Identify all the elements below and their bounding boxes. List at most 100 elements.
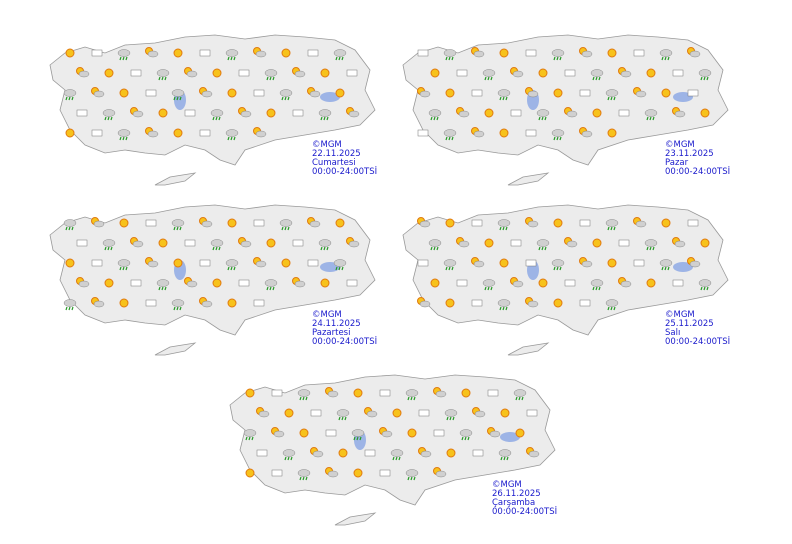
rain-icon [173,96,182,101]
cloud-icon [273,430,285,438]
cloud-icon [590,69,604,77]
cloud-icon [309,90,321,98]
fog-icon [145,219,157,227]
rain-icon [353,436,362,441]
sun-icon [245,388,255,398]
fog-icon [687,89,699,97]
cyprus [154,342,197,356]
fog-icon [76,109,88,117]
cloud-icon [689,50,701,58]
cloud-icon [201,300,213,308]
map-period: 00:00-24:00TSİ [665,336,730,347]
map-date: 23.11.2025 [665,149,714,159]
fog-icon [292,109,304,117]
cloud-icon [473,130,485,138]
fog-icon [417,129,429,137]
fog-icon [379,389,391,397]
fog-icon [687,219,699,227]
fog-icon [184,239,196,247]
cloud-icon [419,300,431,308]
cloud-icon [171,89,185,97]
fog-icon [525,49,537,57]
cloud-icon [210,239,224,247]
sun-icon [446,448,456,458]
fog-icon [456,279,468,287]
rain-icon [646,246,655,251]
cloud-icon [201,90,213,98]
rain-icon [65,306,74,311]
cyprus [507,342,550,356]
cloud-icon [390,449,404,457]
cloud-icon [93,90,105,98]
fog-icon [184,109,196,117]
cloud-icon [443,259,457,267]
map-date: 22.11.2025 [312,149,361,159]
cloud-icon [497,219,511,227]
sun-icon [538,68,548,78]
map-day: Pazartesi [312,328,350,338]
cloud-icon [527,300,539,308]
cloud-icon [240,240,252,248]
rain-icon [104,116,113,121]
rain-icon [607,306,616,311]
sun-icon [484,238,494,248]
rain-icon [65,226,74,231]
sun-icon [320,68,330,78]
fog-icon [510,239,522,247]
rain-icon [553,136,562,141]
map-credit: ©MGM [492,480,522,490]
cloud-icon [63,89,77,97]
fog-icon [618,239,630,247]
sun-icon [553,298,563,308]
rain-icon [646,116,655,121]
rain-icon [461,436,470,441]
cloud-icon [255,130,267,138]
fog-icon [199,129,211,137]
fog-icon [471,219,483,227]
fog-icon [433,429,445,437]
cloud-icon [297,389,311,397]
rain-icon [445,56,454,61]
cloud-icon [474,410,486,418]
rain-icon [445,266,454,271]
map-period: 00:00-24:00TSİ [665,166,730,177]
sun-icon [353,468,363,478]
cloud-icon [659,259,673,267]
fog-icon [91,259,103,267]
cloud-icon [309,220,321,228]
fog-icon [130,279,142,287]
cloud-icon [255,50,267,58]
country-outline [49,204,376,336]
sun-icon [445,218,455,228]
country-outline [402,34,729,166]
map-credit: ©MGM [665,310,695,320]
fog-icon [238,69,250,77]
fog-icon [633,259,645,267]
cloud-icon [381,430,393,438]
rain-icon [430,116,439,121]
cloud-icon [635,220,647,228]
cloud-icon [405,469,419,477]
cloud-icon [473,260,485,268]
rain-icon [173,226,182,231]
fog-icon [253,299,265,307]
cloud-icon [405,389,419,397]
cloud-icon [297,469,311,477]
cloud-icon [225,129,239,137]
cloud-icon [201,220,213,228]
rain-icon [484,76,493,81]
sun-icon [245,468,255,478]
cloud-icon [497,89,511,97]
cyprus [334,512,377,526]
fog-icon [472,449,484,457]
fog-icon [256,449,268,457]
rain-icon [158,286,167,291]
sun-icon [65,258,75,268]
rain-icon [320,246,329,251]
sun-icon [227,298,237,308]
sun-icon [445,88,455,98]
cloud-icon [351,429,365,437]
cloud-icon [674,240,686,248]
